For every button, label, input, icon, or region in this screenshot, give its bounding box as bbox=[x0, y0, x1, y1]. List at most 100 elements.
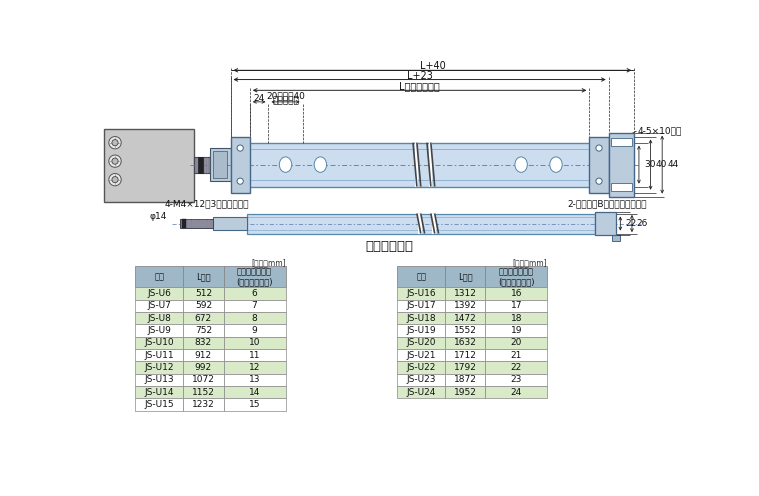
Bar bbox=[397, 373, 446, 386]
Bar bbox=[135, 362, 183, 373]
Text: 形式: 形式 bbox=[416, 272, 426, 281]
Text: JS-U14: JS-U14 bbox=[144, 388, 174, 397]
Bar bbox=[446, 373, 486, 386]
Text: 20: 20 bbox=[511, 338, 522, 347]
Bar bbox=[486, 337, 547, 349]
Text: 512: 512 bbox=[195, 289, 212, 298]
Bar bbox=[223, 324, 285, 337]
Bar bbox=[183, 386, 223, 398]
Bar bbox=[397, 266, 446, 288]
Circle shape bbox=[109, 174, 121, 186]
Text: 22: 22 bbox=[511, 363, 522, 372]
Text: [単位：mm]: [単位：mm] bbox=[513, 258, 547, 267]
Bar bbox=[446, 349, 486, 362]
Bar bbox=[183, 312, 223, 324]
Bar bbox=[183, 266, 223, 288]
Bar bbox=[486, 362, 547, 373]
Text: 6: 6 bbox=[252, 289, 257, 298]
Bar bbox=[183, 398, 223, 411]
Bar bbox=[589, 136, 609, 193]
Text: JS-U11: JS-U11 bbox=[144, 351, 174, 360]
Ellipse shape bbox=[515, 157, 528, 172]
Text: 8: 8 bbox=[252, 314, 257, 323]
Text: 18: 18 bbox=[511, 314, 522, 323]
Text: JS-U20: JS-U20 bbox=[406, 338, 436, 347]
Bar bbox=[135, 312, 183, 324]
Bar bbox=[223, 349, 285, 362]
Bar bbox=[446, 288, 486, 300]
Bar bbox=[182, 219, 186, 228]
Bar bbox=[446, 324, 486, 337]
Bar bbox=[209, 148, 231, 181]
Text: 21: 21 bbox=[511, 351, 522, 360]
Text: JS-U19: JS-U19 bbox=[406, 326, 436, 335]
Text: 672: 672 bbox=[195, 314, 212, 323]
Bar bbox=[486, 266, 547, 288]
Text: 12: 12 bbox=[249, 363, 260, 372]
Bar bbox=[446, 362, 486, 373]
Bar bbox=[397, 349, 446, 362]
Bar bbox=[486, 300, 547, 312]
Text: JS-U22: JS-U22 bbox=[407, 363, 436, 372]
Text: JS-U6: JS-U6 bbox=[147, 289, 171, 298]
Text: 1712: 1712 bbox=[454, 351, 477, 360]
Bar bbox=[223, 398, 285, 411]
Text: 17: 17 bbox=[511, 302, 522, 310]
Text: 1232: 1232 bbox=[192, 400, 215, 409]
Text: 24: 24 bbox=[511, 388, 522, 397]
Text: 30: 30 bbox=[644, 160, 656, 169]
Text: JS-U7: JS-U7 bbox=[147, 302, 171, 310]
Bar bbox=[486, 288, 547, 300]
Text: 592: 592 bbox=[195, 302, 212, 310]
Text: JS-U17: JS-U17 bbox=[406, 302, 436, 310]
Text: 9: 9 bbox=[252, 326, 257, 335]
Text: 16: 16 bbox=[511, 289, 522, 298]
Bar bbox=[223, 300, 285, 312]
Text: 7: 7 bbox=[252, 302, 257, 310]
Text: 23: 23 bbox=[511, 375, 522, 384]
Bar bbox=[486, 324, 547, 337]
Bar bbox=[595, 212, 616, 235]
Text: JS-U9: JS-U9 bbox=[147, 326, 171, 335]
Text: 832: 832 bbox=[195, 338, 212, 347]
Text: 1872: 1872 bbox=[454, 375, 477, 384]
Bar bbox=[446, 300, 486, 312]
Circle shape bbox=[109, 136, 121, 149]
Bar bbox=[223, 373, 285, 386]
Bar bbox=[609, 132, 635, 196]
Text: 形式: 形式 bbox=[154, 272, 164, 281]
Text: 24: 24 bbox=[254, 94, 265, 103]
Bar bbox=[486, 312, 547, 324]
Text: 992: 992 bbox=[195, 363, 212, 372]
Circle shape bbox=[112, 139, 118, 146]
Circle shape bbox=[112, 177, 118, 183]
Bar bbox=[135, 337, 183, 349]
Bar bbox=[183, 349, 223, 362]
Text: 1952: 1952 bbox=[454, 388, 477, 397]
Bar bbox=[223, 288, 285, 300]
Bar bbox=[611, 184, 632, 191]
Bar bbox=[247, 143, 595, 186]
Text: 11: 11 bbox=[249, 351, 260, 360]
Text: 44: 44 bbox=[668, 160, 679, 169]
Bar bbox=[397, 324, 446, 337]
Text: 1472: 1472 bbox=[454, 314, 477, 323]
Ellipse shape bbox=[279, 157, 291, 172]
Text: 10: 10 bbox=[249, 338, 260, 347]
Text: 1312: 1312 bbox=[454, 289, 477, 298]
Text: JS-U8: JS-U8 bbox=[147, 314, 171, 323]
Text: L+40: L+40 bbox=[420, 62, 446, 71]
Bar bbox=[446, 386, 486, 398]
Bar bbox=[180, 219, 213, 228]
Bar bbox=[231, 136, 250, 193]
Bar bbox=[135, 324, 183, 337]
Text: 26: 26 bbox=[637, 219, 648, 228]
Ellipse shape bbox=[550, 157, 562, 172]
Text: 適合ユニット数
(シリーズ共通): 適合ユニット数 (シリーズ共通) bbox=[236, 267, 272, 286]
Circle shape bbox=[596, 178, 602, 184]
Bar bbox=[223, 337, 285, 349]
Text: 4-5×10長穴: 4-5×10長穴 bbox=[638, 126, 682, 135]
Text: JS-U10: JS-U10 bbox=[144, 338, 174, 347]
Bar bbox=[213, 151, 228, 178]
Bar bbox=[104, 129, 194, 202]
